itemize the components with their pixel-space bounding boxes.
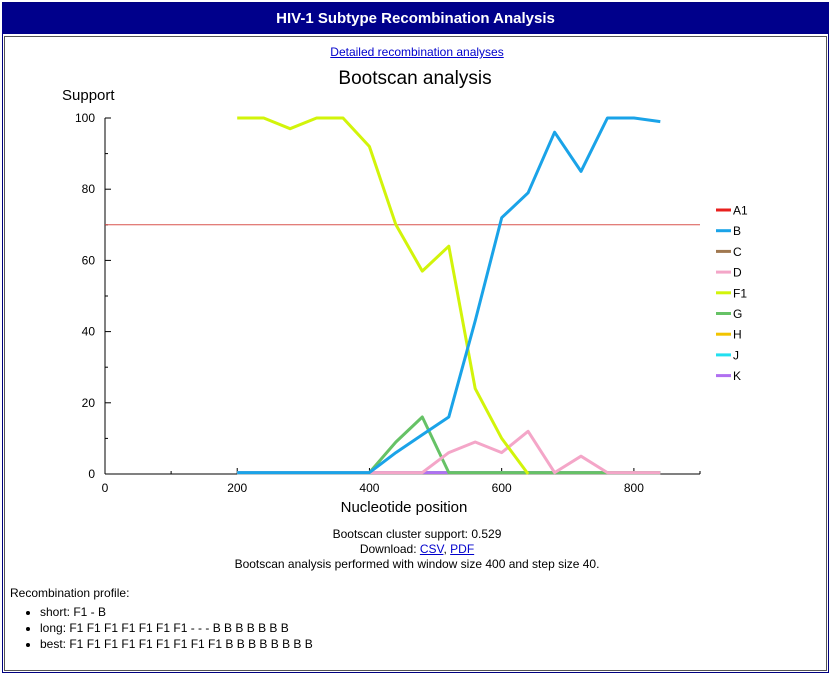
x-tick-label: 600 (492, 481, 512, 495)
y-tick-label: 0 (88, 467, 95, 481)
bootscan-chart: Bootscan analysis Support Nucleotide pos… (62, 68, 748, 516)
profile-list: short: F1 - B long: F1 F1 F1 F1 F1 F1 F1… (10, 604, 313, 652)
legend-label-d: D (733, 266, 742, 280)
x-axis-label: Nucleotide position (341, 499, 468, 516)
legend-label-b: B (733, 224, 741, 238)
chart-title: Bootscan analysis (338, 68, 491, 89)
y-tick-label: 80 (82, 182, 96, 196)
download-row: Download: CSV, PDF (0, 542, 834, 556)
y-tick-label: 20 (82, 396, 96, 410)
recombination-profile: Recombination profile: short: F1 - B lon… (10, 586, 313, 652)
series-line-f1 (237, 116, 530, 475)
plot-area: 0 20 40 60 80 100 0 200 400 600 800 (75, 111, 701, 495)
y-tick-label: 60 (82, 253, 96, 267)
series-line-d (237, 429, 661, 475)
x-tick-label: 200 (227, 481, 247, 495)
series-line-b (237, 116, 661, 475)
y-axis-label: Support (62, 87, 115, 104)
legend-label-h: H (733, 328, 742, 342)
download-label: Download: (359, 542, 417, 556)
legend-label-f1: F1 (733, 286, 747, 300)
page-title: HIV-1 Subtype Recombination Analysis (2, 3, 829, 34)
legend-label-c: C (733, 245, 742, 259)
detailed-analyses-link[interactable]: Detailed recombination analyses (330, 45, 504, 59)
pdf-link[interactable]: PDF (450, 542, 475, 556)
cluster-support: Bootscan cluster support: 0.529 (332, 527, 502, 541)
legend-label-k: K (733, 369, 741, 383)
x-tick-label: 400 (359, 481, 379, 495)
detailed-analyses-row: Detailed recombination analyses (0, 45, 834, 59)
profile-heading: Recombination profile: (10, 586, 130, 600)
legend-label-j: J (733, 348, 739, 362)
x-tick-label: 0 (102, 481, 109, 495)
legend-label-g: G (733, 307, 742, 321)
profile-long: long: F1 F1 F1 F1 F1 F1 F1 - - - B B B B… (40, 620, 313, 636)
content-panel (4, 36, 827, 671)
series-line-g (237, 415, 661, 475)
x-tick-label: 800 (624, 481, 644, 495)
csv-link[interactable]: CSV (419, 542, 444, 556)
link-separator: , (443, 542, 447, 556)
profile-short: short: F1 - B (40, 604, 313, 620)
legend-label-a1: A1 (733, 204, 748, 218)
profile-best: best: F1 F1 F1 F1 F1 F1 F1 F1 F1 B B B B… (40, 636, 313, 652)
window-info: Bootscan analysis performed with window … (234, 557, 600, 571)
y-tick-label: 100 (75, 111, 95, 125)
y-tick-label: 40 (82, 325, 96, 339)
